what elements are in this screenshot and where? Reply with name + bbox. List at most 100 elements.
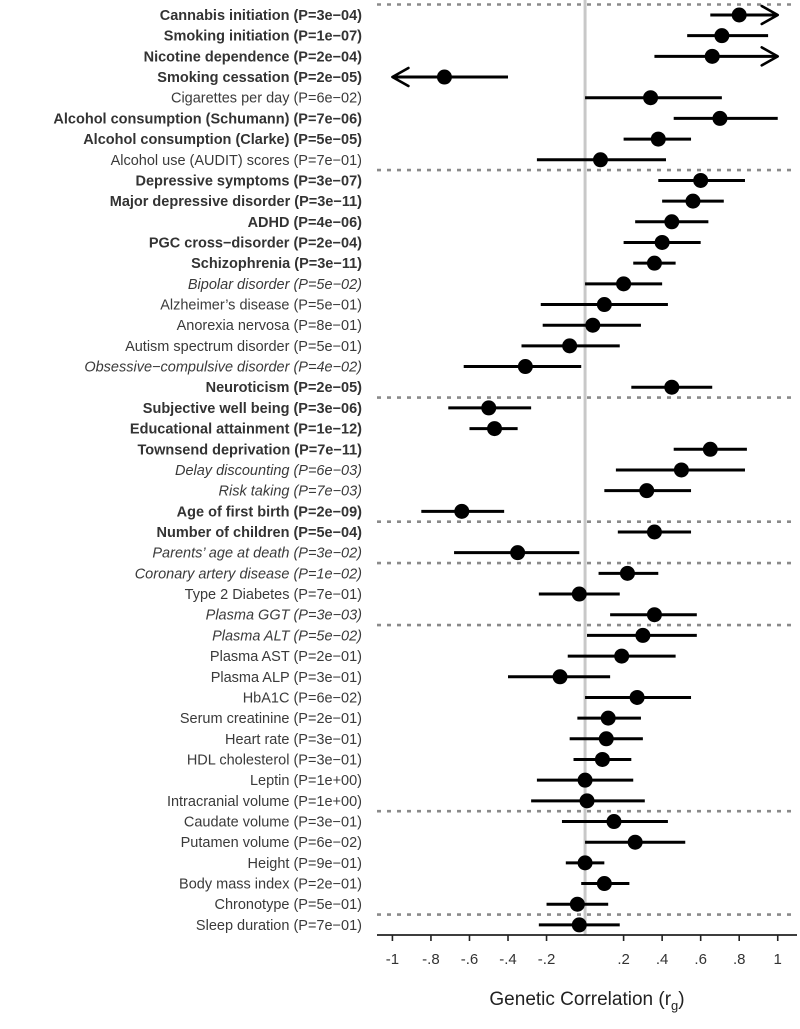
forest-row: HbA1C (P=6e−02) [243,689,692,706]
forest-row: Educational attainment (P=1e−12) [130,421,518,438]
row-label: Cannabis initiation (P=3e−04) [160,8,362,24]
forest-row: Nicotine dependence (P=2e−04) [144,46,780,67]
x-axis-ticks: -1 -.8 -.6 -.4 -.2 .2 .4 .6 .8 1 [386,935,782,968]
row-label: Plasma AST (P=2e−01) [210,649,362,665]
forest-row: Plasma ALT (P=5e−02) [212,627,697,644]
x-tick-label: -.8 [422,951,440,968]
row-label: Alcohol use (AUDIT) scores (P=7e−01) [111,153,362,169]
forest-row: Alcohol consumption (Schumann) (P=7e−06) [53,110,778,127]
point-estimate [571,917,587,933]
point-estimate [619,565,635,581]
row-label: Townsend deprivation (P=7e−11) [137,442,362,458]
x-axis: -1 -.8 -.6 -.4 -.2 .2 .4 .6 .8 1 [377,934,797,968]
point-estimate [562,338,578,354]
forest-row: Parents’ age at death (P=3e−02) [152,545,580,562]
forest-row: Townsend deprivation (P=7e−11) [137,441,747,458]
point-estimate [685,193,701,209]
row-label: Alzheimer’s disease (P=5e−01) [160,298,362,314]
forest-row: Plasma AST (P=2e−01) [210,648,676,665]
row-label: Heart rate (P=3e−01) [225,732,362,748]
row-label: Body mass index (P=2e−01) [179,877,362,893]
point-estimate [596,876,612,892]
point-estimate [600,710,616,726]
group-separators [377,3,797,916]
forest-row: Height (P=9e−01) [248,855,605,872]
point-estimate [654,234,670,250]
forest-row: Type 2 Diabetes (P=7e−01) [185,586,620,603]
point-estimate [579,793,595,809]
row-label: Number of children (P=5e−04) [157,525,363,541]
forest-row: Alcohol use (AUDIT) scores (P=7e−01) [111,152,666,169]
ci-arrow-left [391,66,410,88]
forest-row: Body mass index (P=2e−01) [179,876,630,893]
forest-row: Number of children (P=5e−04) [157,524,692,541]
point-estimate [596,297,612,313]
row-label: HDL cholesterol (P=3e−01) [187,752,362,768]
row-label: Obsessive−compulsive disorder (P=4e−02) [84,360,362,376]
forest-row: Plasma ALP (P=3e−01) [211,669,611,686]
row-label: Coronary artery disease (P=1e−02) [135,566,362,582]
point-estimate [627,834,643,850]
forest-row: Schizophrenia (P=3e−11) [191,255,676,272]
row-label: Plasma ALT (P=5e−02) [212,628,362,644]
point-estimate [714,28,730,44]
point-estimate [481,400,497,416]
x-tick-label: .2 [617,951,630,968]
point-estimate [614,648,630,664]
point-estimate [731,7,747,23]
forest-row: HDL cholesterol (P=3e−01) [187,751,632,768]
point-estimate [571,586,587,602]
forest-row: Alzheimer’s disease (P=5e−01) [160,297,668,314]
forest-row: Alcohol consumption (Clarke) (P=5e−05) [83,131,692,148]
row-label: ADHD (P=4e−06) [248,215,363,231]
row-label: Putamen volume (P=6e−02) [181,835,362,851]
point-estimate [702,441,718,457]
forest-row: Age of first birth (P=2e−09) [177,503,505,520]
forest-row: Delay discounting (P=6e−03) [175,462,745,479]
x-axis-title: Genetic Correlation (rg) [489,989,684,1013]
ci-arrow-right [760,4,780,26]
point-estimate [650,131,666,147]
row-label: Alcohol consumption (Schumann) (P=7e−06) [53,111,362,127]
point-estimate [639,483,655,499]
point-estimate [487,421,503,437]
point-estimate [664,214,680,230]
point-estimate [436,69,452,85]
x-tick-label: 1 [774,951,782,968]
row-label: Risk taking (P=7e−03) [219,484,362,500]
forest-row: Putamen volume (P=6e−02) [181,834,686,851]
row-label: Cigarettes per day (P=6e−02) [171,91,362,107]
forest-row: Bipolar disorder (P=5e−02) [188,276,663,293]
row-label: Serum creatinine (P=2e−01) [180,711,362,727]
point-estimate [552,669,568,685]
forest-row: Cannabis initiation (P=3e−04) [160,4,780,26]
x-tick-label: -.2 [538,951,556,968]
forest-row: Anorexia nervosa (P=8e−01) [177,317,641,334]
forest-row: Sleep duration (P=7e−01) [196,917,620,934]
row-label: Leptin (P=1e+00) [250,773,362,789]
x-tick-label: .8 [733,951,746,968]
point-estimate [646,607,662,623]
row-label: Alcohol consumption (Clarke) (P=5e−05) [83,132,362,148]
row-label: Plasma ALP (P=3e−01) [211,670,362,686]
row-label: Educational attainment (P=1e−12) [130,422,362,438]
point-estimate [629,689,645,705]
forest-row: Chronotype (P=5e−01) [214,896,609,913]
point-estimate [598,731,614,747]
x-tick-label: -1 [386,951,399,968]
forest-row: Smoking cessation (P=2e−05) [157,66,509,88]
row-label: Smoking initiation (P=1e−07) [164,29,362,45]
x-tick-label: .4 [656,951,669,968]
row-label: Delay discounting (P=6e−03) [175,463,362,479]
point-estimate [454,503,470,519]
forest-row: Autism spectrum disorder (P=5e−01) [125,338,620,355]
point-estimate [712,110,728,126]
ci-arrow-right [760,46,780,67]
forest-row: Heart rate (P=3e−01) [225,731,643,748]
row-label: Plasma GGT (P=3e−03) [206,608,362,624]
point-estimate [517,359,533,375]
point-estimate [606,814,622,830]
x-tick-label: -.4 [499,951,517,968]
forest-row: Smoking initiation (P=1e−07) [164,28,769,45]
